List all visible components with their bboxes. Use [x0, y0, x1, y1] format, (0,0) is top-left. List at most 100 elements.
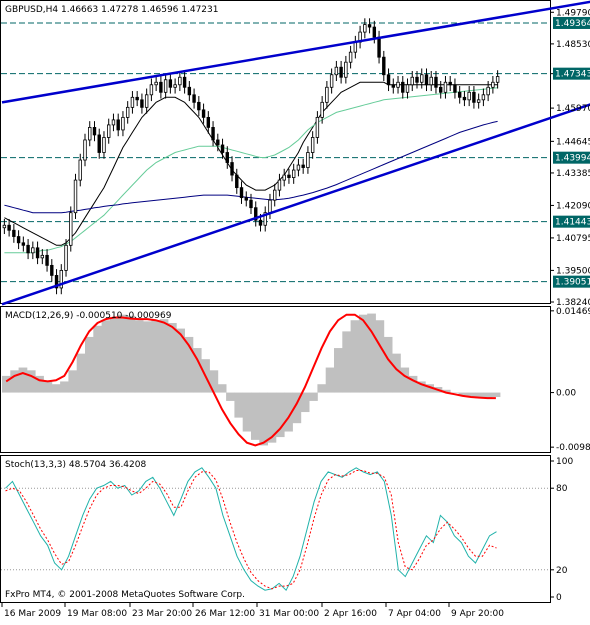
macd-histogram-bar: [143, 321, 152, 393]
macd-histogram-bar: [367, 313, 376, 393]
candle: [73, 173, 78, 219]
macd-histogram-bar: [300, 392, 310, 413]
moving-average-1: [4, 87, 498, 254]
macd-histogram-bar: [334, 348, 343, 393]
candle: [244, 191, 248, 207]
candle: [230, 156, 234, 182]
candle: [249, 193, 253, 214]
candle: [121, 111, 125, 137]
candle: [320, 96, 324, 124]
stoch-panel-frame: [0, 455, 551, 603]
time-tick-label: 9 Apr 20:00: [451, 609, 504, 619]
macd-histogram-bar: [184, 336, 194, 393]
stoch-tick-label: 100: [556, 457, 573, 467]
price-tick-label: 1.40795: [556, 234, 590, 244]
time-tick-label: 2 Apr 16:00: [324, 609, 377, 619]
candle: [206, 111, 211, 134]
time-tick-label: 19 Mar 08:00: [67, 609, 127, 619]
candle: [424, 68, 429, 92]
price-tick-label: 1.38240: [556, 298, 590, 308]
channel-line-0: [1, 0, 590, 104]
candle: [401, 75, 405, 99]
candle: [434, 70, 438, 94]
candle: [287, 168, 291, 184]
candle: [315, 111, 320, 144]
macd-histogram-bar: [35, 375, 44, 393]
candle: [273, 183, 277, 207]
candle: [192, 88, 196, 109]
price-chart-title: GBPUSD,H4 1.46663 1.47278 1.46596 1.4723…: [5, 5, 218, 15]
candle: [481, 88, 486, 107]
macd-histogram-bar: [275, 392, 285, 438]
macd-histogram-bar: [159, 319, 169, 393]
candle: [429, 70, 433, 92]
candle: [102, 131, 106, 159]
macd-histogram-bar: [134, 320, 144, 393]
candle: [197, 96, 201, 117]
svg-text:1.41443: 1.41443: [555, 218, 590, 228]
candle: [173, 78, 177, 94]
macd-histogram-bar: [342, 331, 351, 393]
candle: [31, 241, 35, 260]
macd-histogram-bar: [392, 353, 401, 393]
candle: [225, 146, 229, 169]
candle: [377, 30, 381, 64]
candle: [353, 35, 358, 59]
price-tick-label: 1.43385: [556, 169, 590, 179]
level-price-tag: 1.43994: [553, 151, 590, 164]
candle: [291, 163, 296, 184]
candle: [107, 118, 111, 144]
candle: [391, 78, 395, 94]
candle: [239, 181, 244, 204]
time-tick-label: 31 Mar 00:00: [259, 609, 319, 619]
svg-text:1.49364: 1.49364: [555, 19, 590, 29]
level-price-tag: 1.49364: [553, 16, 590, 29]
macd-histogram-bar: [383, 336, 393, 393]
candle: [358, 25, 362, 49]
candle: [491, 75, 495, 94]
candle: [363, 18, 367, 39]
candle: [457, 86, 462, 104]
candle: [26, 239, 30, 260]
macd-histogram-bar: [284, 392, 293, 432]
candle: [263, 206, 267, 232]
candle: [216, 133, 220, 152]
macd-histogram-bar: [18, 367, 28, 393]
candle: [472, 86, 476, 109]
candle: [144, 88, 149, 114]
macd-histogram-bar: [10, 370, 19, 393]
candle: [339, 60, 343, 84]
macd-histogram-bar: [76, 353, 86, 393]
horizontal-levels: [1, 22, 550, 283]
price-tick-label: 1.44645: [556, 137, 590, 147]
candle: [495, 70, 500, 89]
candlesticks: [2, 18, 500, 295]
candle: [135, 91, 139, 107]
watermark-text: FxPro MT4, © 2001-2008 MetaQuotes Softwa…: [5, 590, 245, 600]
candle: [486, 81, 490, 102]
candle: [159, 75, 163, 99]
macd-histogram-bar: [217, 384, 227, 393]
svg-text:1.39051: 1.39051: [555, 278, 590, 288]
macd-histogram-bar: [292, 392, 302, 424]
macd-histogram-bar: [400, 367, 410, 393]
price-axis: 1.49790 1.48530 1.47343 1.45970 1.44645 1.433…: [550, 8, 590, 308]
macd-histogram-bar: [93, 325, 102, 393]
candle: [410, 70, 414, 92]
candle: [296, 158, 301, 177]
candle: [254, 201, 258, 227]
candle: [78, 153, 82, 187]
stoch-tick-label: 80: [556, 484, 568, 494]
candle: [462, 91, 467, 107]
macd-histogram-bar: [309, 392, 318, 401]
macd-histogram-bar: [126, 315, 136, 393]
channel-line-1: [1, 103, 590, 306]
candle: [201, 103, 206, 124]
channel-lines: [1, 0, 590, 306]
price-tick-label: 1.49790: [556, 8, 590, 18]
candle: [92, 121, 97, 142]
